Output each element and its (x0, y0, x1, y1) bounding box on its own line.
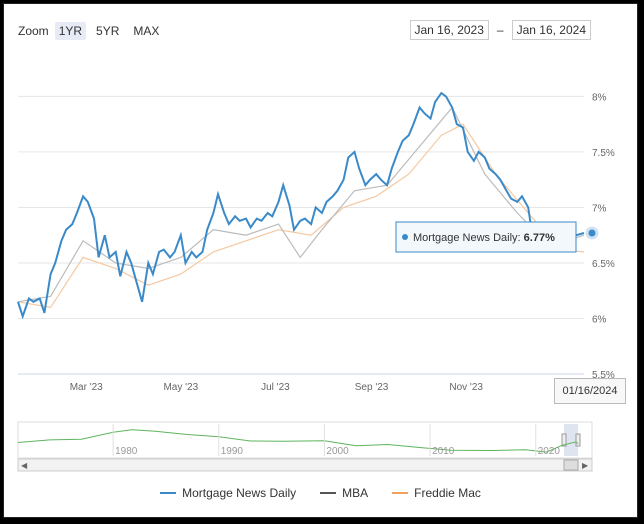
y-axis-ticks: 5.5% 6% 6.5% 7% 7.5% 8% (592, 92, 615, 381)
navigator-tick-label: 1980 (115, 446, 138, 457)
zoom-controls: Zoom 1YR 5YR MAX (18, 22, 163, 40)
series-line-mba (17, 106, 585, 303)
zoom-label: Zoom (18, 24, 49, 38)
legend-swatch (320, 492, 337, 494)
tooltip-value: 6.77% (524, 232, 555, 244)
x-tick-label: Mar '23 (70, 382, 103, 393)
range-from-input[interactable]: Jan 16, 2023 (409, 20, 489, 40)
series-lines (17, 91, 585, 320)
legend-label: Mortgage News Daily (182, 486, 297, 500)
navigator-tick-label: 2010 (432, 446, 455, 457)
cursor-marker (585, 226, 599, 240)
series-line-mortgage-news-daily (17, 91, 585, 320)
scrollbar-track[interactable] (17, 458, 593, 472)
zoom-1yr-button[interactable]: 1YR (54, 22, 87, 40)
chart-frame: Zoom 1YR 5YR MAX Jan 16, 2023 – Jan 16, … (3, 3, 638, 518)
tooltip-marker (402, 234, 408, 240)
scrollbar-thumb[interactable] (563, 459, 579, 471)
current-date-flag: 01/16/2024 (554, 378, 626, 404)
legend-label: MBA (342, 486, 369, 500)
y-tick-label: 7.5% (592, 148, 615, 159)
scroll-left-arrow[interactable]: ◀ (21, 461, 28, 470)
navigator-handle-right[interactable] (575, 433, 581, 447)
y-tick-label: 6% (592, 314, 607, 325)
x-tick-label: Nov '23 (449, 382, 483, 393)
range-dash: – (496, 23, 504, 37)
range-to-input[interactable]: Jan 16, 2024 (511, 20, 591, 40)
navigator-area (17, 421, 593, 459)
x-tick-label: Jul '23 (261, 382, 290, 393)
navigator-tick-label: 2020 (538, 446, 561, 457)
y-tick-label: 6.5% (592, 259, 615, 270)
date-range: Jan 16, 2023 – Jan 16, 2024 (409, 20, 591, 40)
legend: Mortgage News Daily MBA Freddie Mac (4, 486, 637, 500)
zoom-max-button[interactable]: MAX (133, 24, 160, 38)
navigator-handle-left[interactable] (561, 433, 567, 447)
scroll-right-arrow[interactable]: ▶ (582, 461, 589, 470)
zoom-5yr-button[interactable]: 5YR (96, 24, 120, 38)
navigator-tick-label: 1990 (221, 446, 244, 457)
legend-swatch (392, 492, 409, 494)
legend-item-mnd[interactable]: Mortgage News Daily (160, 486, 296, 500)
rate-chart: 5.5% 6% 6.5% 7% 7.5% 8% Mar '23 May '23 Jul '23… (17, 91, 615, 472)
tooltip-series: Mortgage News Daily (413, 232, 518, 244)
navigator-ticks: 1980 1990 2000 2010 2020 (112, 424, 561, 457)
legend-label: Freddie Mac (414, 486, 481, 500)
y-tick-label: 8% (592, 92, 607, 103)
tooltip: Mortgage News Daily: 6.77% (395, 221, 577, 253)
navigator-tick-label: 2000 (326, 446, 349, 457)
navigator-selection[interactable] (564, 424, 578, 456)
tooltip-box (395, 221, 577, 253)
cursor-point (585, 226, 599, 240)
legend-swatch (160, 492, 177, 494)
legend-item-freddie[interactable]: Freddie Mac (392, 486, 481, 500)
y-tick-label: 5.5% (592, 370, 615, 381)
x-tick-label: Sep '23 (355, 382, 389, 393)
x-tick-label: May '23 (163, 382, 198, 393)
x-axis-ticks: Mar '23 May '23 Jul '23 Sep '23 Nov '23 (70, 382, 484, 393)
tooltip-text: Mortgage News Daily: 6.77% (413, 232, 555, 244)
y-tick-label: 7% (592, 203, 607, 214)
legend-item-mba[interactable]: MBA (320, 486, 368, 500)
grid-lines (18, 95, 584, 375)
